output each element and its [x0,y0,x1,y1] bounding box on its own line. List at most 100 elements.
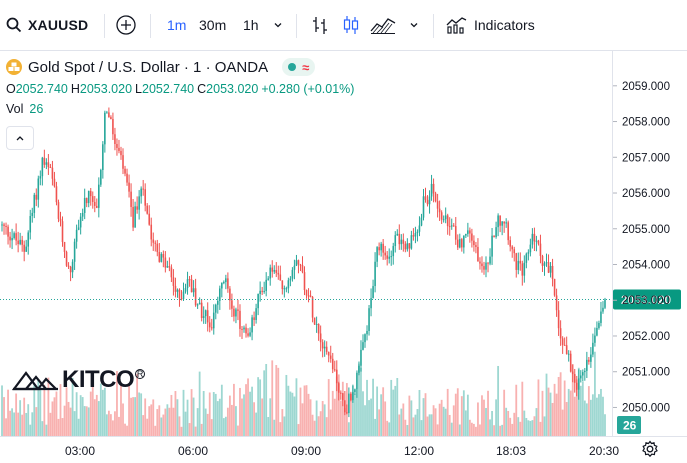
volume-bar [9,410,11,436]
volume-bar [382,387,385,436]
volume-bar [527,420,530,436]
chart-settings-button[interactable] [641,440,659,463]
volume-bar [15,393,18,436]
volume-bar [255,412,258,436]
candle-body [297,260,300,265]
volume-bar [31,412,34,436]
area-style-button[interactable] [370,0,396,50]
volume-bar [251,386,253,436]
candle-body [223,282,225,284]
volume-bar [91,383,94,436]
volume-bar [138,392,141,436]
add-symbol-button[interactable] [115,0,137,50]
volume-bar [352,385,354,436]
candle-style-button[interactable] [341,0,361,50]
volume-bar [317,416,320,436]
candle-body [49,167,52,169]
chart-type-dropdown[interactable] [409,0,419,50]
volume-bar [75,392,78,436]
candle-body [255,308,257,320]
volume-bar [148,406,151,436]
candle-body [521,263,524,276]
volume-bar [470,422,473,436]
volume-bar [43,384,46,436]
candle-body [128,182,130,192]
candle-body [465,233,467,236]
candle-body [450,225,453,227]
candle-body [438,208,441,213]
volume-bar [307,393,310,436]
candle-body [590,354,592,362]
volume-bar [543,416,546,436]
volume-bar [97,401,100,436]
candle-body [112,118,114,135]
interval-30m[interactable]: 30m [199,0,226,50]
collapse-legend-button[interactable] [6,126,34,150]
close-label: C [197,82,207,96]
candle-body [543,263,546,266]
volume-bar [418,389,421,436]
volume-bar [468,419,471,436]
volume-bar [267,417,270,436]
volume-bar [428,414,431,436]
volume-value: 26 [29,102,44,116]
candle-body [146,205,149,214]
add-symbol-icon [116,15,136,35]
candle-body [81,212,84,217]
price-axis[interactable]: 2050.000 2051.000 2052.000 2053.000 2054.000… [612,81,670,415]
bar-style-button[interactable] [310,0,330,50]
candle-body [196,304,199,306]
candle-body [65,251,68,266]
volume-bar [13,412,16,436]
candle-body [39,176,42,179]
volume-bar [404,419,407,436]
volume-bar [577,367,580,436]
candle-body [414,233,417,237]
time-axis[interactable]: 03:00 06:00 09:00 12:00 18:03 20:30 [65,444,619,458]
candle-body [221,282,223,289]
candle-body [541,255,544,266]
candle-body [594,335,596,343]
candle-body [206,310,209,323]
indicators-button[interactable]: Indicators [445,0,535,50]
volume-bar [77,418,80,436]
candle-body [555,295,558,311]
volume-bar [222,418,225,436]
candle-body [303,272,306,290]
volume-bar [194,426,197,436]
symbol-search[interactable]: XAUUSD [6,0,88,50]
candle-body [553,278,556,296]
candle-body [501,221,503,226]
candle-body [158,252,161,262]
candle-body [582,372,584,376]
volume-bar [565,402,568,436]
volume-bar [585,403,588,436]
market-status-badge[interactable]: ≈ [282,58,316,76]
volume-bar [67,401,70,436]
candle-body [253,317,255,320]
candle-body [346,412,348,414]
volume-bar [557,376,560,436]
candle-body [575,382,578,390]
volume-bar [263,370,266,436]
interval-1h[interactable]: 1h [243,0,259,50]
candle-body [67,265,70,267]
candle-body [307,295,310,297]
candle-body [523,262,526,276]
interval-1m[interactable]: 1m [167,0,186,50]
volume-bar [228,395,231,436]
candle-body [180,298,183,300]
candle-body [473,240,475,246]
candle-body [412,235,415,237]
candle-body [327,351,330,356]
volume-bar [349,393,352,436]
volume-bar [107,410,110,436]
volume-bar [293,396,296,436]
wave-icon: ≈ [302,59,310,75]
interval-dropdown[interactable] [273,0,283,50]
volume-bar [434,408,437,436]
volume-bar [477,402,479,436]
volume-bar [41,421,44,436]
candle-body [420,217,423,226]
